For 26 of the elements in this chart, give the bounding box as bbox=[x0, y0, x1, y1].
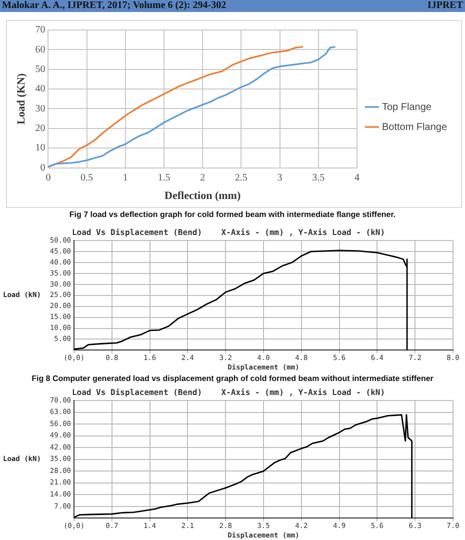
legend-label: Top Flange bbox=[382, 102, 432, 113]
y-tick-label: 40 bbox=[35, 84, 46, 95]
y-tick-label: 10 bbox=[35, 142, 46, 154]
y-axis-title: Load (KN) bbox=[15, 73, 28, 124]
y-tick-label: 30 bbox=[35, 103, 46, 114]
y-tick-label: 70 bbox=[35, 24, 46, 36]
chart-title: Load Vs Displacement (Bend) X-Axis - (mm) , Y-Axis Load - (kN) bbox=[72, 388, 386, 397]
y-tick-label: 60 bbox=[35, 44, 46, 56]
caption: Fig 7 load vs deflection graph for cold formed beam with intermediate flange stiffener. bbox=[68, 210, 397, 219]
x-tick-label: 4 bbox=[354, 172, 360, 184]
y-tick-label: 20 bbox=[35, 123, 46, 134]
x-tick-label: 0.5 bbox=[80, 172, 94, 184]
chart-title: Load Vs Displacement (Bend) X-Axis - (mm) , Y-Axis Load - (kN) bbox=[72, 228, 386, 237]
y-tick-label: 50 bbox=[35, 64, 46, 75]
y-tick-label: 0 bbox=[40, 162, 46, 174]
x-tick-label: 3 bbox=[277, 172, 282, 184]
text: IJPRET bbox=[427, 0, 463, 12]
x-axis-title: Deflection (mm) bbox=[164, 190, 241, 202]
x-tick-label: 3.5 bbox=[312, 172, 325, 184]
x-tick-label: 2.5 bbox=[234, 172, 248, 184]
legend-label: Bottom Flange bbox=[382, 122, 448, 133]
text: Malokar A. A., IJPRET, 2017; Volume 6 (2): 294-302 bbox=[2, 0, 226, 12]
x-tick-label: 1 bbox=[122, 172, 128, 184]
caption: Fig 8 Computer generated load vs displacement graph of cold formed beam without intermediate stiffener bbox=[30, 374, 434, 383]
x-tick-label: 2 bbox=[200, 172, 206, 184]
x-tick-label: 1.5 bbox=[158, 172, 170, 184]
